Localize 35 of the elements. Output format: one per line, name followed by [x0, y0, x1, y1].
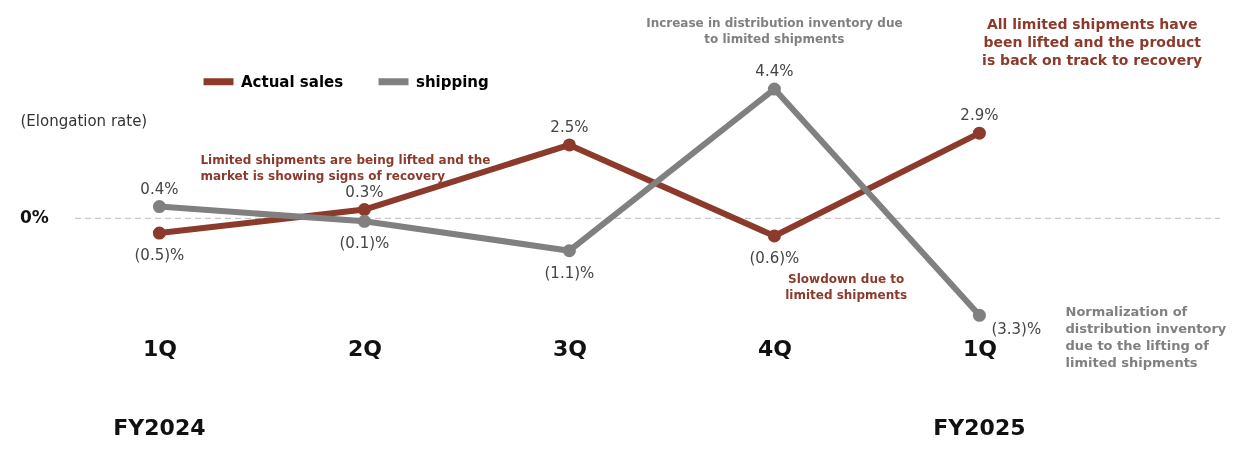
legend-label: shipping — [416, 72, 489, 91]
data-label: (0.6)% — [749, 248, 800, 267]
point — [152, 226, 166, 240]
text: All limited shipments have been lifted and the product is back on track to recovery — [982, 16, 1203, 68]
legend-label: Actual sales — [241, 72, 344, 91]
ref-line-label: 0% — [20, 207, 49, 228]
point — [357, 214, 371, 228]
data-label: 4.4% — [755, 62, 794, 81]
data-label: 2.9% — [960, 106, 999, 125]
data-label: (1.1)% — [544, 263, 595, 282]
data-label: 0.3% — [345, 182, 384, 201]
point — [357, 203, 371, 217]
y-axis-title: (Elongation rate) — [20, 111, 148, 130]
annotation: Limited shipments are being lifted and the market is showing signs of recovery — [200, 153, 491, 184]
data-label: (0.5)% — [134, 246, 185, 265]
text: FY2024 — [113, 415, 206, 440]
annotation: Slowdown due to limited shipments — [785, 272, 908, 303]
annotation: Normalization of distribution inventory due to the lifting of limited shipments — [1065, 304, 1227, 371]
point — [562, 138, 576, 152]
point — [767, 82, 781, 96]
point — [972, 126, 986, 140]
data-label: (3.3)% — [991, 320, 1042, 339]
data-label: 2.5% — [550, 117, 589, 136]
x-tick-label: 3Q — [552, 335, 587, 361]
x-tick-label: 4Q — [757, 335, 792, 361]
point — [562, 244, 576, 258]
point — [152, 200, 166, 214]
x-tick-label: 1Q — [142, 335, 177, 361]
point — [767, 229, 781, 243]
text: Increase in distribution inventory due to limited shipments — [646, 16, 903, 46]
x-tick-label: 2Q — [347, 335, 382, 361]
data-label: 0.4% — [140, 179, 179, 198]
data-label: (0.1)% — [339, 234, 390, 253]
point — [972, 308, 986, 322]
text: FY2025 — [933, 415, 1026, 440]
